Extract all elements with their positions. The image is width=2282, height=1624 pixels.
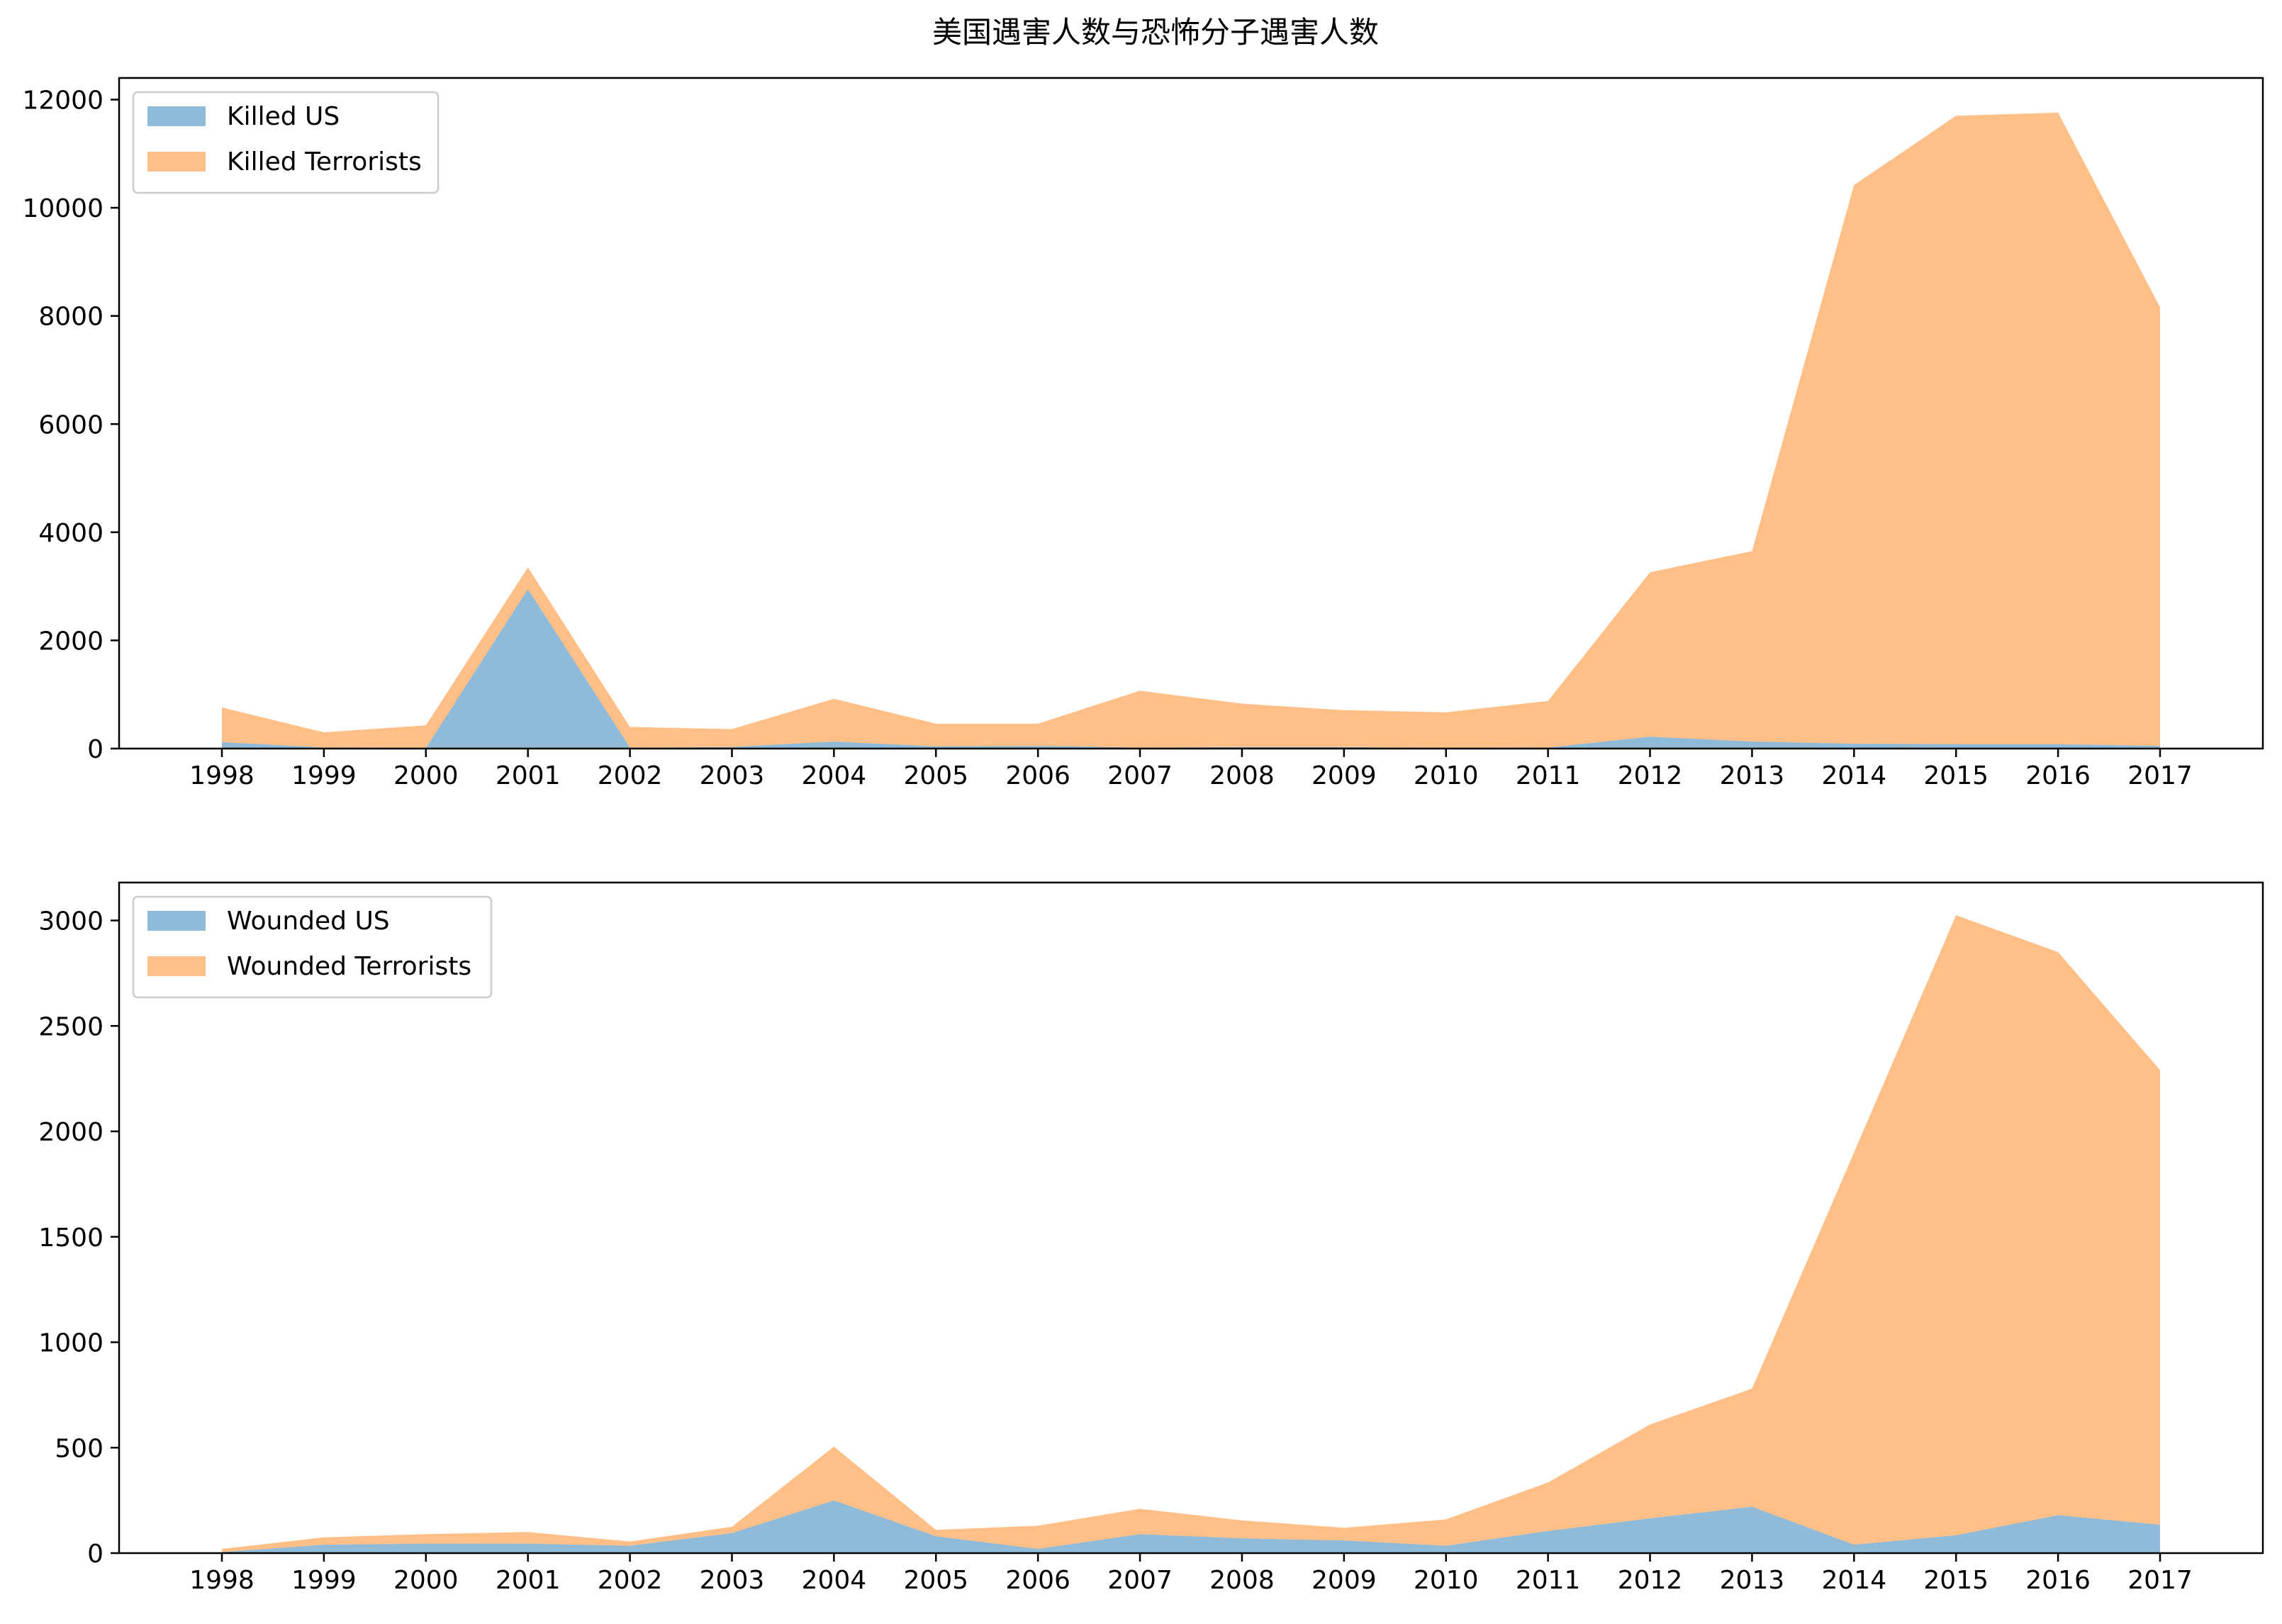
x-tick-label: 2008 xyxy=(1209,1566,1275,1595)
legend-label: Killed Terrorists xyxy=(227,147,422,177)
y-tick-label: 12000 xyxy=(22,86,104,116)
chart-panel-1: 1998 1999 2000 2001 2002 2003 2004 2005 2006 2007… xyxy=(22,77,2264,790)
x-tick-label: 2009 xyxy=(1311,1566,1377,1595)
legend-label: Wounded US xyxy=(227,907,390,936)
y-tick-label: 10000 xyxy=(22,194,104,223)
area-series-wounded-terrorists xyxy=(222,915,2160,1552)
x-tick-label: 2003 xyxy=(700,761,765,790)
x-tick-label: 2005 xyxy=(903,761,968,790)
x-tick-label: 2013 xyxy=(1720,761,1785,790)
x-tick-label: 2006 xyxy=(1005,1566,1070,1595)
y-tick-label: 6000 xyxy=(38,410,104,439)
y-tick-label: 3000 xyxy=(38,907,104,936)
x-tick-label: 2002 xyxy=(598,1566,663,1595)
y-tick-label: 1500 xyxy=(38,1223,104,1253)
x-tick-label: 2003 xyxy=(700,1566,765,1595)
legend: Killed US Killed Terrorists xyxy=(132,91,440,194)
y-tick-label: 2500 xyxy=(38,1012,104,1041)
y-tick-label: 0 xyxy=(87,1540,104,1569)
x-tick-label: 2011 xyxy=(1516,1566,1581,1595)
x-tick-label: 2007 xyxy=(1107,1566,1173,1595)
y-tick-label: 500 xyxy=(55,1434,104,1463)
x-tick-label: 2011 xyxy=(1516,761,1581,790)
x-tick-label: 1999 xyxy=(291,1566,357,1595)
x-tick-label: 2010 xyxy=(1414,1566,1479,1595)
x-tick-label: 2000 xyxy=(393,761,459,790)
x-tick-label: 2013 xyxy=(1720,1566,1785,1595)
x-tick-label: 2016 xyxy=(2025,761,2091,790)
x-tick-label: 2012 xyxy=(1618,761,1683,790)
y-tick-label: 2000 xyxy=(38,627,104,656)
x-tick-label: 2001 xyxy=(496,761,561,790)
legend-swatch xyxy=(147,911,206,931)
x-tick-label: 2010 xyxy=(1414,761,1479,790)
area-series-wounded-us xyxy=(222,1500,2160,1553)
x-tick-label: 2006 xyxy=(1005,761,1070,790)
chart-panel-2: 1998 1999 2000 2001 2002 2003 2004 2005 2006 2007… xyxy=(38,881,2264,1595)
x-tick-label: 1998 xyxy=(189,761,255,790)
legend-label: Wounded Terrorists xyxy=(227,952,471,981)
legend-swatch xyxy=(147,152,206,172)
x-tick-label: 2015 xyxy=(1923,761,1989,790)
legend-box xyxy=(132,91,440,194)
legend: Wounded US Wounded Terrorists xyxy=(132,895,493,999)
y-tick-label: 8000 xyxy=(38,303,104,332)
x-tick-label: 2005 xyxy=(903,1566,968,1595)
x-tick-label: 1999 xyxy=(291,761,357,790)
x-tick-label: 2004 xyxy=(802,1566,867,1595)
x-tick-label: 2012 xyxy=(1618,1566,1683,1595)
x-tick-label: 2000 xyxy=(393,1566,459,1595)
x-tick-label: 2009 xyxy=(1311,761,1377,790)
y-tick-label: 2000 xyxy=(38,1118,104,1147)
y-tick-label: 4000 xyxy=(38,519,104,548)
x-tick-label: 2017 xyxy=(2127,1566,2193,1595)
y-tick-label: 0 xyxy=(87,735,104,764)
x-tick-label: 2008 xyxy=(1209,761,1275,790)
x-tick-label: 2004 xyxy=(802,761,867,790)
x-tick-label: 2002 xyxy=(598,761,663,790)
x-tick-label: 2001 xyxy=(496,1566,561,1595)
x-tick-label: 2007 xyxy=(1107,761,1173,790)
x-tick-label: 2014 xyxy=(1822,761,1887,790)
x-tick-label: 2015 xyxy=(1923,1566,1989,1595)
legend-label: Killed US xyxy=(227,102,340,131)
legend-swatch xyxy=(147,956,206,976)
x-tick-label: 2016 xyxy=(2025,1566,2091,1595)
x-tick-label: 2014 xyxy=(1822,1566,1887,1595)
x-tick-label: 1998 xyxy=(189,1566,255,1595)
legend-swatch xyxy=(147,106,206,126)
axes-frame xyxy=(118,881,2264,1555)
chart-title: 美国遇害人数与恐怖分子遇害人数 xyxy=(932,15,1379,50)
y-tick-label: 1000 xyxy=(38,1329,104,1358)
legend-box xyxy=(132,895,493,999)
area-series-killed-terrorists xyxy=(222,112,2160,749)
axes-frame xyxy=(118,77,2264,750)
x-tick-label: 2017 xyxy=(2127,761,2193,790)
